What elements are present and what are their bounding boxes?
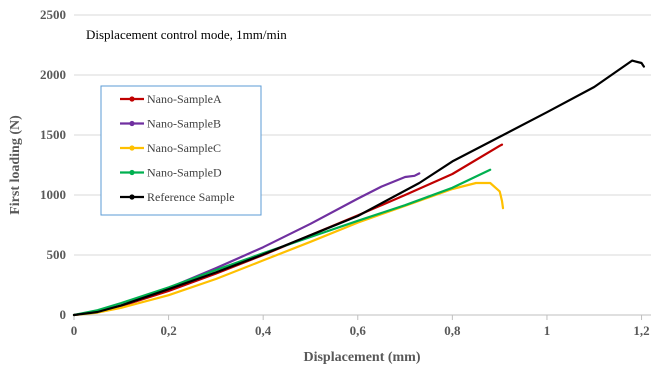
legend-item: Nano-SampleA	[120, 92, 222, 106]
legend-item: Nano-SampleB	[120, 117, 221, 131]
axes	[73, 314, 651, 320]
legend-label: Nano-SampleC	[147, 141, 221, 155]
y-tick-label: 500	[47, 247, 67, 262]
series-line-nano-samplec	[72, 181, 505, 317]
x-tick-label: 1	[544, 323, 551, 338]
legend-label: Nano-SampleA	[147, 92, 222, 106]
legend-item: Nano-SampleC	[120, 141, 221, 155]
y-axis-title: First loading (N)	[8, 115, 23, 215]
legend-marker	[129, 194, 135, 200]
legend-label: Nano-SampleD	[147, 166, 222, 180]
legend: Nano-SampleA Nano-SampleB Nano-SampleC Nano…	[100, 85, 262, 216]
x-tick-label: 0,4	[255, 323, 272, 338]
x-tick-label: 0	[71, 323, 78, 338]
legend-marker	[129, 120, 135, 127]
chart-annotation: Displacement control mode, 1mm/min	[86, 27, 287, 42]
tick-labels: 0 500 1000 1500 2000 2500 0 0,2 0,4 0,6 0,8 1 1,2	[40, 7, 650, 338]
series-lines	[72, 59, 646, 317]
series-line-reference-sample	[72, 59, 646, 317]
legend-label: Nano-SampleB	[147, 117, 221, 131]
x-tick-label: 0,8	[444, 323, 461, 338]
y-tick-label: 2000	[40, 67, 66, 82]
x-tick-label: 0,2	[160, 323, 176, 338]
y-tick-label: 0	[60, 307, 67, 322]
legend-marker	[129, 169, 135, 176]
legend-box	[100, 85, 262, 216]
series-line-nano-sampled	[72, 168, 492, 317]
y-tick-label: 1500	[40, 127, 66, 142]
legend-item: Nano-SampleD	[120, 166, 222, 180]
x-axis-title: Displacement (mm)	[303, 350, 420, 365]
y-tick-label: 2500	[40, 7, 66, 22]
legend-item: Reference Sample	[120, 190, 235, 204]
legend-marker	[129, 96, 135, 102]
legend-label: Reference Sample	[147, 190, 235, 204]
legend-marker	[129, 145, 135, 151]
y-tick-label: 1000	[40, 187, 66, 202]
x-tick-label: 0,6	[350, 323, 367, 338]
x-tick-label: 1,2	[633, 323, 649, 338]
